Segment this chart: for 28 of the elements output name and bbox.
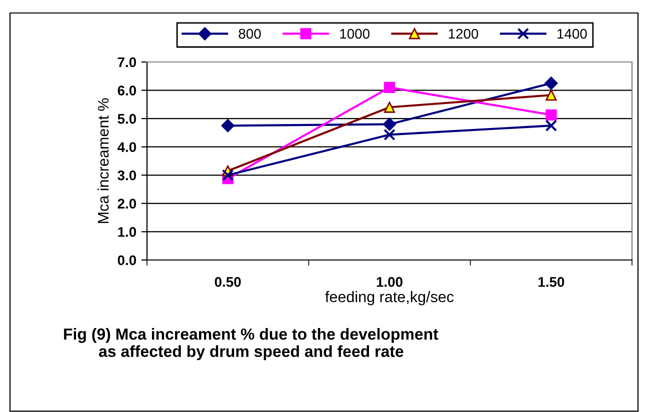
y-axis-title: Mca increament % [97, 98, 109, 223]
text: Fig (9) Mca increament % due to the development as affected by drum speed and feed rate [64, 328, 438, 360]
legend-label: 1000 [340, 28, 370, 39]
point [544, 76, 558, 90]
point [384, 128, 396, 141]
y-tick-label: 2.0 [118, 198, 136, 209]
legend-label: 1400 [558, 28, 587, 39]
y-tick-label: 0.0 [118, 255, 136, 266]
y-tick-label: 4.0 [117, 142, 136, 152]
point [384, 102, 396, 113]
point [546, 109, 557, 120]
legend-label: 800 [238, 28, 261, 39]
point [382, 118, 396, 131]
point [545, 120, 558, 132]
legend-label: 1200 [448, 28, 478, 39]
point [546, 90, 557, 101]
y-tick-label: 6.0 [118, 86, 136, 96]
y-tick-label: 3.0 [118, 170, 136, 180]
x-axis-title: feeding rate,kg/sec [325, 291, 454, 306]
y-tick-label: 5.0 [118, 114, 136, 124]
point [222, 169, 234, 182]
x-tick-label: 1.00 [376, 277, 402, 287]
y-tick-label: 1.0 [118, 227, 136, 237]
point [221, 119, 234, 132]
y-tick-label: 7.0 [118, 57, 136, 68]
x-tick-label: 1.50 [538, 277, 564, 287]
x-tick-label: 0.50 [214, 277, 241, 287]
point [384, 82, 396, 94]
